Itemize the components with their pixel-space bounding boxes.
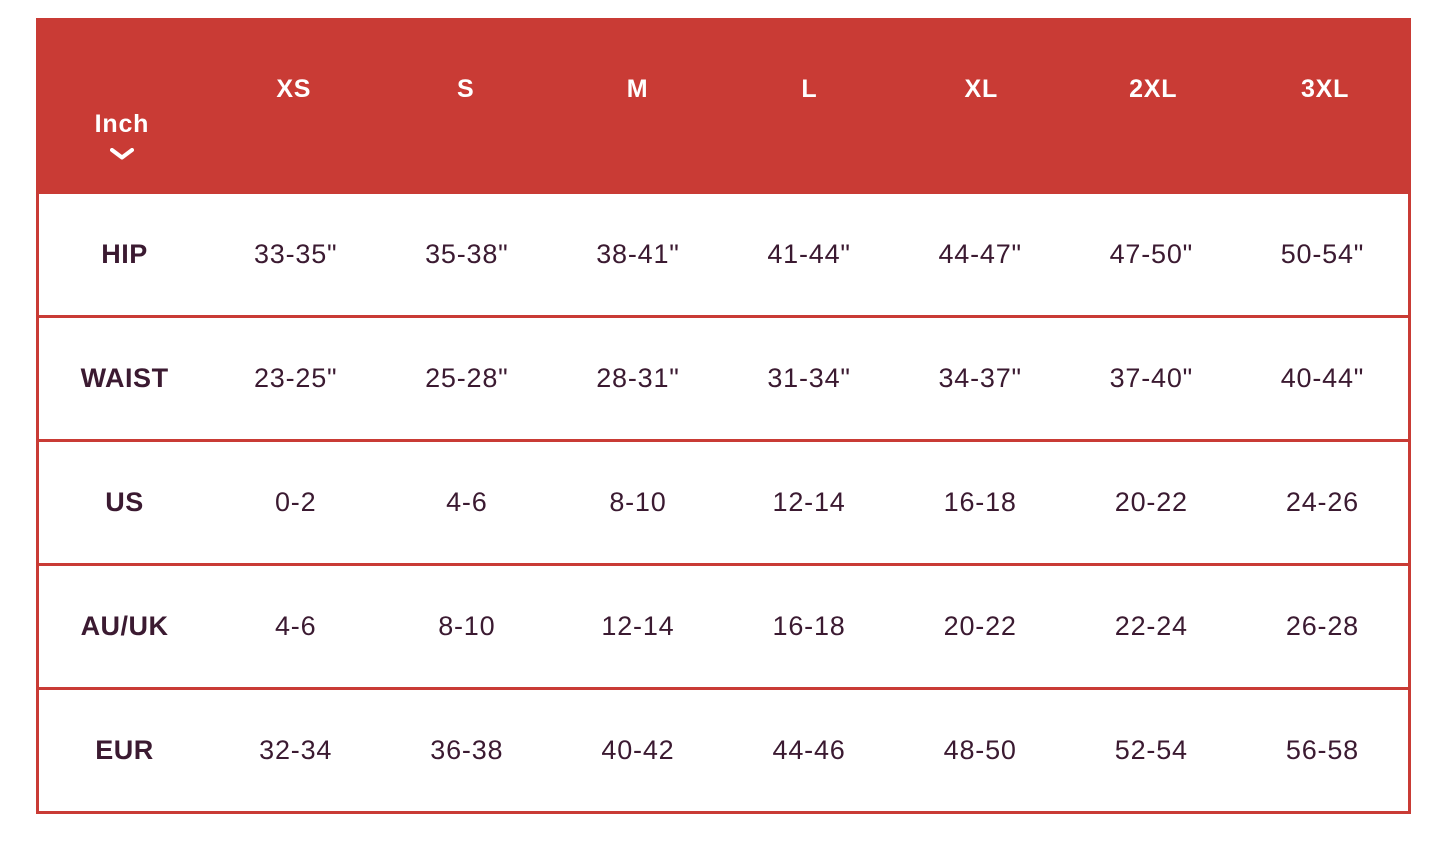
cell-value: 12-14 [772, 487, 846, 517]
table-row-us: US 0-2 4-6 8-10 12-14 16-18 20-22 24-26 [39, 439, 1408, 563]
column-header-2xl: 2XL [1129, 75, 1178, 103]
cell-value: 8-10 [438, 611, 496, 641]
cell-value: 12-14 [601, 611, 675, 641]
cell-value: 31-34" [767, 363, 851, 393]
column-header-m: M [626, 75, 649, 103]
cell-value: 48-50 [943, 735, 1017, 765]
cell-value: 32-34 [259, 735, 333, 765]
cell-value: 35-38" [425, 239, 509, 269]
cell-value: 47-50" [1109, 239, 1194, 269]
column-header-xs: XS [276, 75, 312, 103]
cell-value: 41-44" [767, 239, 851, 269]
table-row-au-uk: AU/UK 4-6 8-10 12-14 16-18 20-22 22-24 26-28 [39, 563, 1408, 687]
row-label: WAIST [80, 363, 169, 393]
row-label: HIP [101, 239, 148, 269]
cell-value: 4-6 [274, 611, 317, 641]
size-chart-table: Inch XS S M L XL 2XL 3XL HIP 33-35" 35-38" 38-41"… [36, 18, 1411, 814]
cell-value: 36-38 [430, 735, 504, 765]
cell-value: 33-35" [253, 239, 338, 269]
row-label: AU/UK [80, 611, 169, 641]
column-header-3xl: 3XL [1300, 75, 1350, 103]
chevron-down-icon [109, 147, 134, 160]
cell-value: 44-46 [772, 735, 846, 765]
cell-value: 23-25" [253, 363, 338, 393]
cell-value: 50-54" [1280, 239, 1365, 269]
table-row-hip: HIP 33-35" 35-38" 38-41" 41-44" 44-47" 47-50" 5… [39, 194, 1408, 315]
cell-value: 34-37" [938, 363, 1022, 393]
unit-selector-label: Inch [94, 109, 150, 138]
size-chart-header-row: Inch XS S M L XL 2XL 3XL [36, 18, 1411, 194]
column-header-s: S [456, 75, 475, 103]
cell-value: 37-40" [1109, 363, 1194, 393]
row-label: EUR [95, 735, 154, 765]
cell-value: 0-2 [274, 487, 317, 517]
unit-selector-dropdown[interactable]: Inch [36, 18, 208, 194]
table-row-eur: EUR 32-34 36-38 40-42 44-46 48-50 52-54 56-58 [39, 687, 1408, 811]
cell-value: 20-22 [943, 611, 1017, 641]
cell-value: 26-28 [1285, 611, 1359, 641]
cell-value: 52-54 [1114, 735, 1188, 765]
cell-value: 40-44" [1280, 363, 1365, 393]
cell-value: 38-41" [596, 239, 680, 269]
row-label: US [105, 487, 144, 517]
cell-value: 44-47" [938, 239, 1022, 269]
cell-value: 24-26 [1285, 487, 1359, 517]
cell-value: 25-28" [425, 363, 509, 393]
cell-value: 20-22 [1114, 487, 1188, 517]
cell-value: 56-58 [1285, 735, 1359, 765]
cell-value: 4-6 [446, 487, 488, 517]
column-header-l: L [801, 75, 818, 103]
table-row-waist: WAIST 23-25" 25-28" 28-31" 31-34" 34-37" 37-40… [39, 315, 1408, 439]
cell-value: 16-18 [943, 487, 1017, 517]
cell-value: 16-18 [772, 611, 846, 641]
cell-value: 22-24 [1114, 611, 1188, 641]
cell-value: 40-42 [601, 735, 675, 765]
size-chart-body: HIP 33-35" 35-38" 38-41" 41-44" 44-47" 47-50" 5… [36, 194, 1411, 814]
column-header-xl: XL [964, 75, 999, 103]
cell-value: 8-10 [609, 487, 667, 517]
cell-value: 28-31" [596, 363, 680, 393]
